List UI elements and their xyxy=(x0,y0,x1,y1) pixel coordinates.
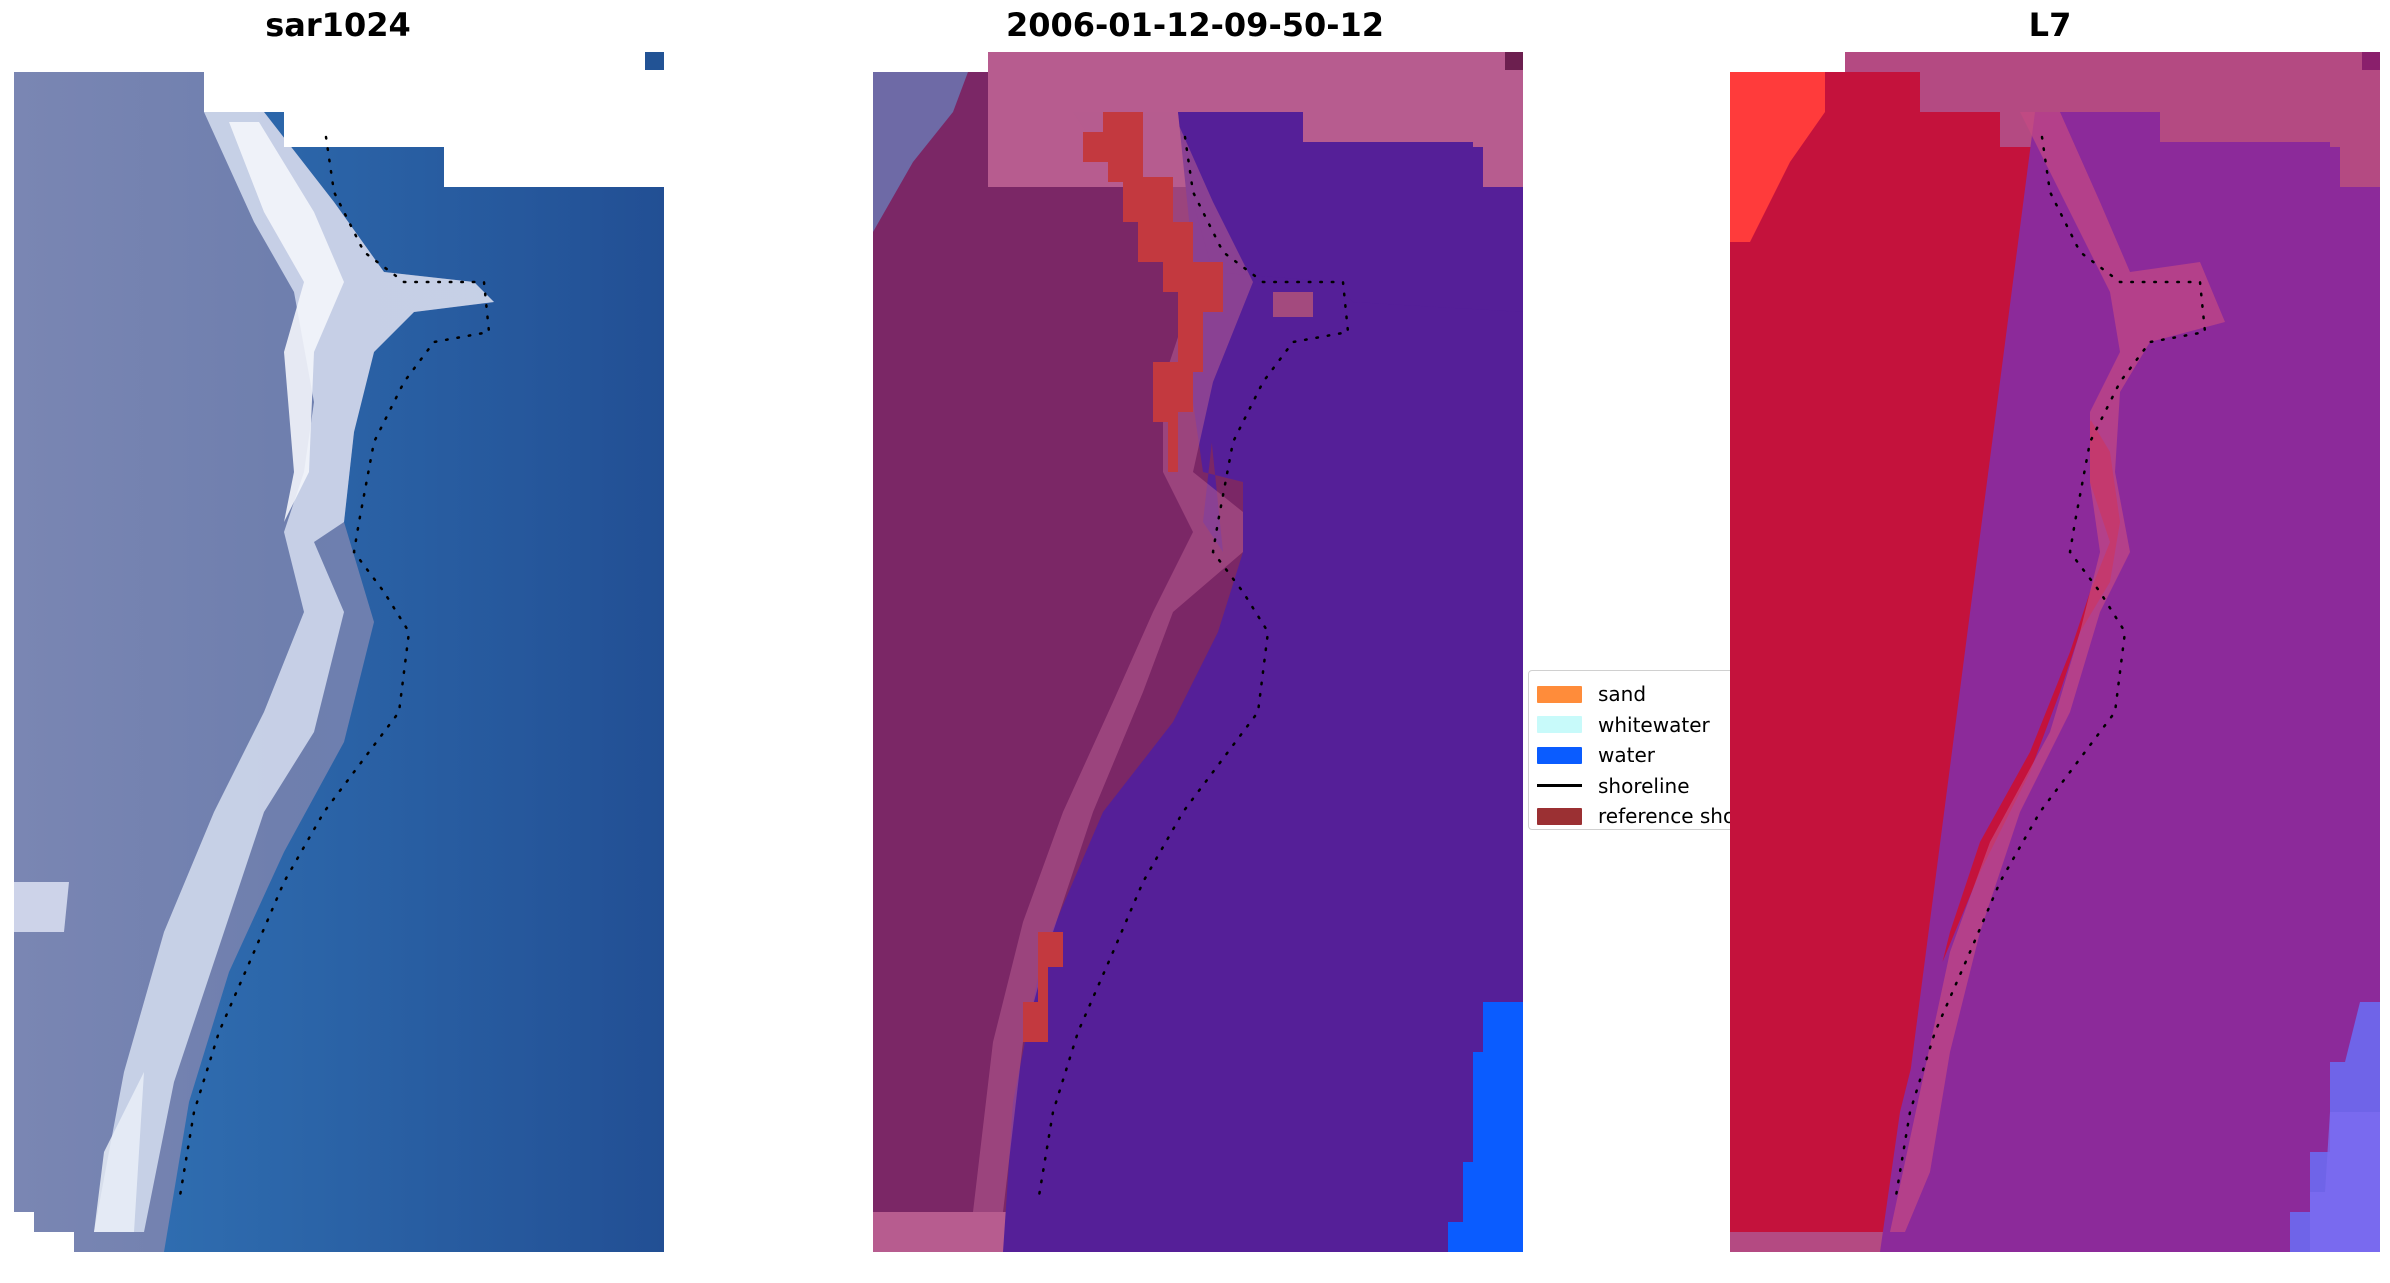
panel-title-rgb: sar1024 xyxy=(265,6,411,44)
legend-label-water: water xyxy=(1598,743,1655,768)
l7-panel xyxy=(1730,52,2380,1252)
legend-swatch-water xyxy=(1537,746,1582,764)
legend-label-sand: sand xyxy=(1598,682,1647,707)
panel-title-l7: L7 xyxy=(2028,6,2072,44)
legend-item-whitewater: whitewater xyxy=(1537,710,1737,741)
classification-panel xyxy=(873,52,1523,1252)
legend: sand whitewater water shoreline referenc… xyxy=(1528,670,1738,830)
legend-swatch-shoreline xyxy=(1537,784,1582,788)
rgb-image-panel xyxy=(14,52,664,1252)
panel-title-classification: 2006-01-12-09-50-12 xyxy=(1005,6,1385,44)
legend-item-water: water xyxy=(1537,740,1737,771)
legend-swatch-reference-shoreline xyxy=(1537,807,1582,825)
legend-label-shoreline: shoreline xyxy=(1598,773,1690,798)
legend-label-whitewater: whitewater xyxy=(1598,712,1710,737)
rgb-image xyxy=(14,52,664,1252)
legend-item-reference-shoreline: reference shoreline xyxy=(1537,801,1737,829)
legend-label-reference-shoreline: reference shoreline xyxy=(1598,804,1737,829)
legend-item-sand: sand xyxy=(1537,679,1737,710)
legend-item-shoreline: shoreline xyxy=(1537,771,1737,802)
classification-image xyxy=(873,52,1523,1252)
l7-image xyxy=(1730,52,2380,1252)
legend-swatch-whitewater xyxy=(1537,716,1582,734)
legend-swatch-sand xyxy=(1537,685,1582,703)
